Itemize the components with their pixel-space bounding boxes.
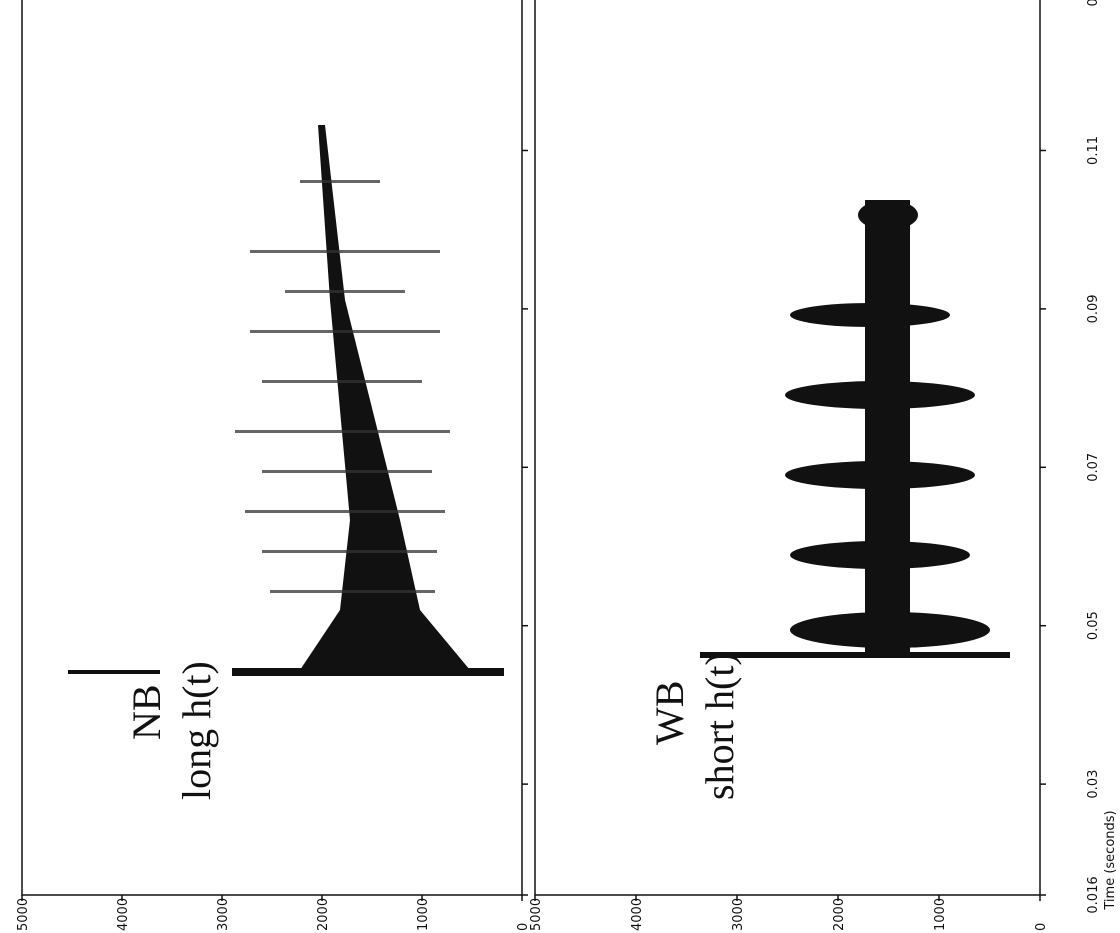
y-tick-label: 5000 [16, 898, 31, 931]
y-tick-label: 4000 [116, 898, 131, 931]
panel-frame [21, 0, 523, 896]
x-tick-label: 0.03 [1086, 770, 1101, 799]
panel-frame [534, 0, 1041, 896]
x-tick-label: 0.016 [1086, 876, 1101, 913]
y-tick-label: 0 [1034, 923, 1049, 931]
spectrogram-image [68, 125, 504, 676]
y-tick-label: 3000 [731, 898, 746, 931]
annotation: WB [647, 681, 692, 745]
y-tick-label: 1000 [416, 898, 431, 931]
x-tick-label: 0.05 [1086, 611, 1101, 640]
spectrogram-image [700, 200, 1010, 658]
y-tick-label: 5000 [529, 898, 544, 931]
annotation: long h(t) [174, 661, 219, 800]
y-tick-label: 2000 [316, 898, 331, 931]
y-tick-label: 4000 [630, 898, 645, 931]
x-tick-label: 0.11 [1086, 136, 1101, 165]
annotation: short h(t) [697, 652, 742, 800]
y-tick-label: 2000 [832, 898, 847, 931]
y-tick-label: 3000 [216, 898, 231, 931]
x-tick-label: 0.13 [1086, 0, 1101, 7]
y-tick-label: 1000 [933, 898, 948, 931]
x-axis-label: Time (seconds) [1103, 810, 1118, 910]
x-tick-label: 0.09 [1086, 294, 1101, 323]
x-tick-label: 0.07 [1086, 453, 1101, 482]
annotation: NB [124, 684, 169, 740]
y-tick-label: 0 [516, 923, 531, 931]
